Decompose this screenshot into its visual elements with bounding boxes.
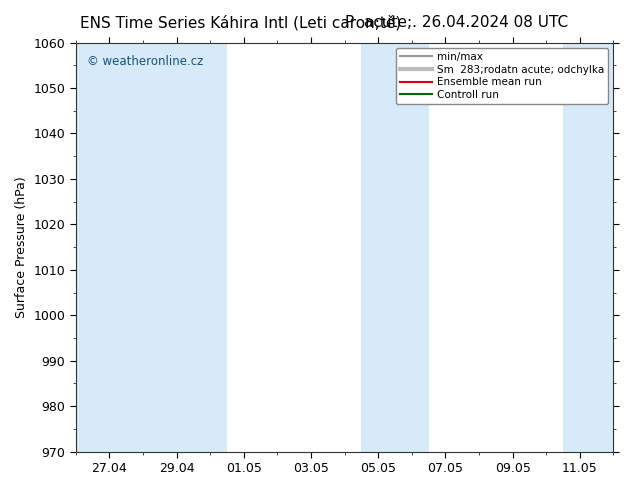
Bar (160, 43, 227, 452)
Legend: min/max, Sm  283;rodatn acute; odchylka, Ensemble mean run, Controll run: min/max, Sm 283;rodatn acute; odchylka, … (396, 48, 608, 104)
Bar (76, 43, 160, 452)
Text: ENS Time Series Káhira Intl (Leti caron;tě): ENS Time Series Káhira Intl (Leti caron;… (81, 15, 401, 30)
Y-axis label: Surface Pressure (hPa): Surface Pressure (hPa) (15, 176, 28, 318)
Text: © weatheronline.cz: © weatheronline.cz (87, 55, 203, 68)
Text: P  acute;. 26.04.2024 08 UTC: P acute;. 26.04.2024 08 UTC (345, 15, 568, 30)
Bar (361, 43, 429, 452)
Bar (563, 43, 614, 452)
